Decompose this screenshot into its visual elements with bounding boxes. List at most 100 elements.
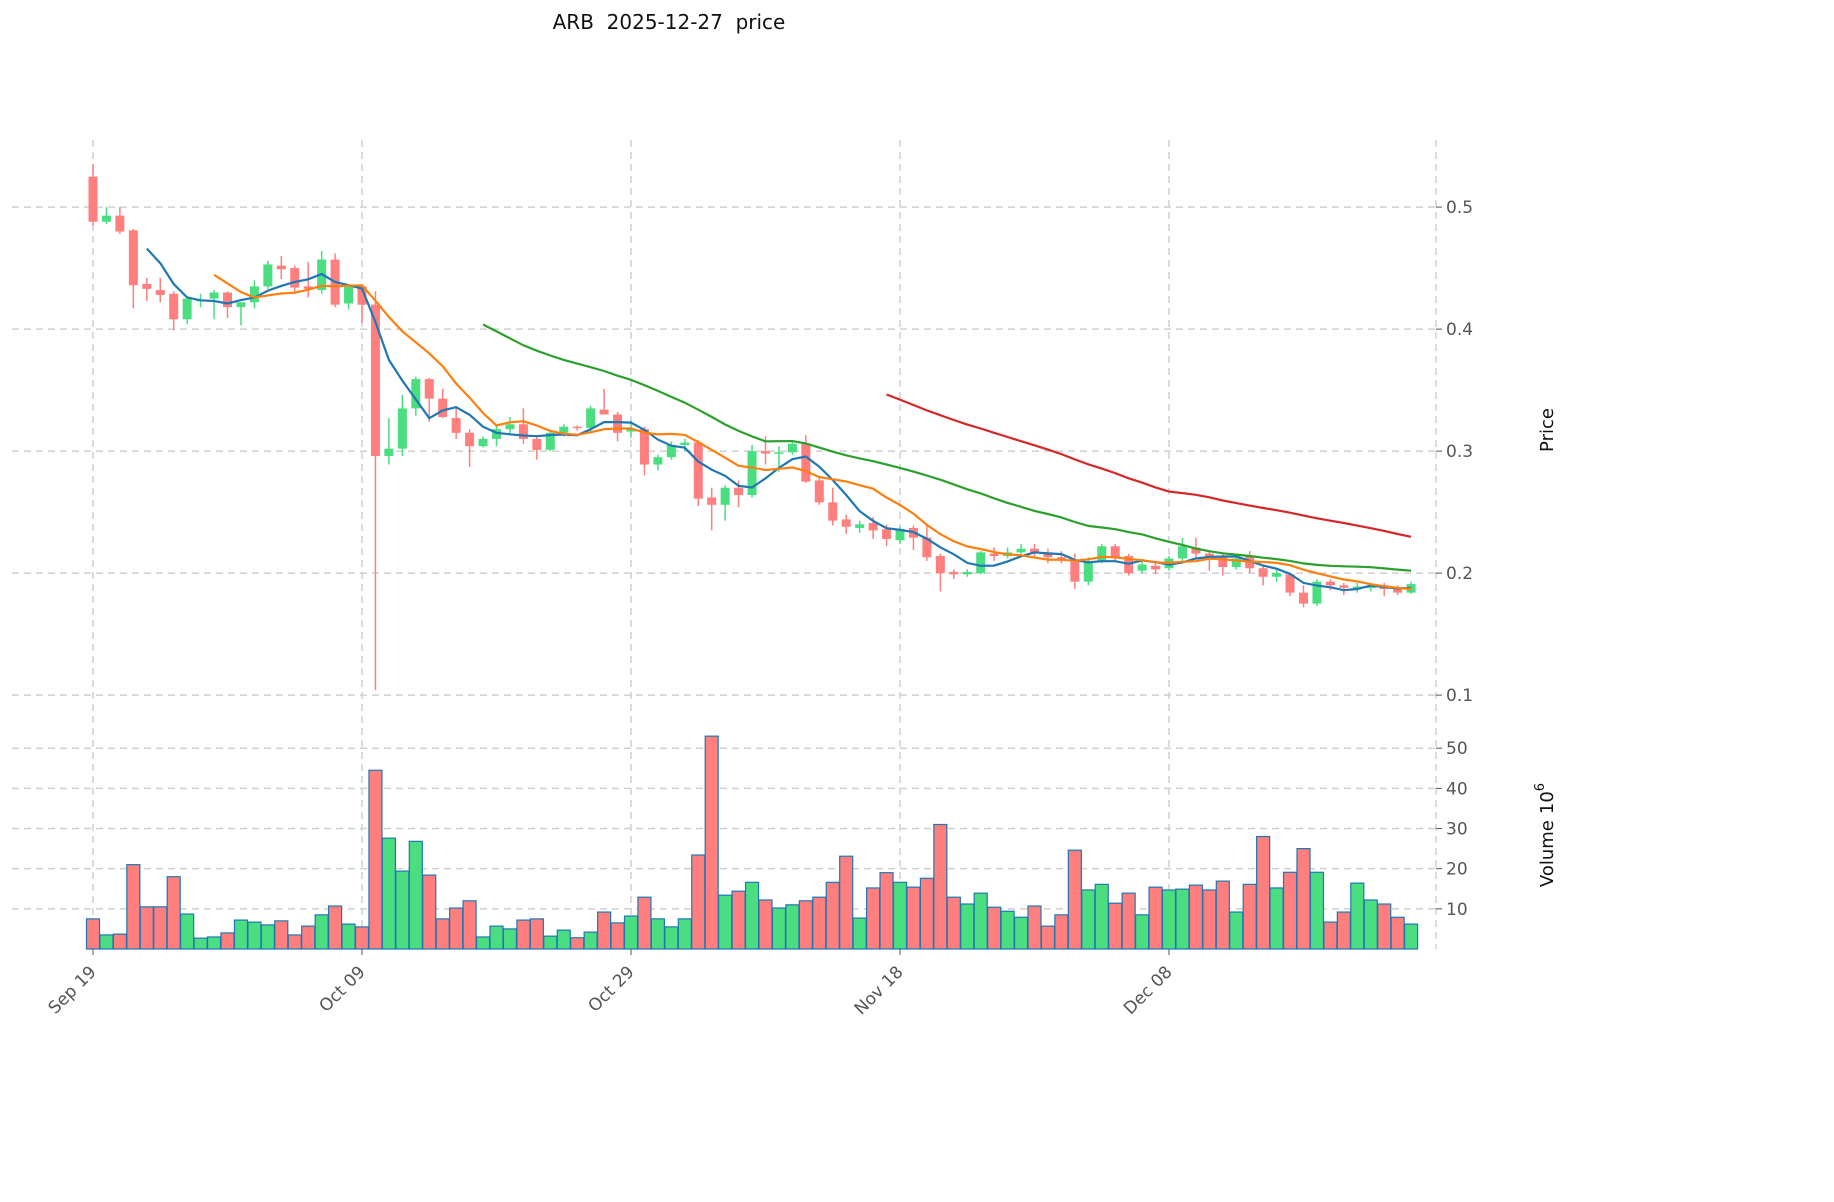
volume-bar <box>516 919 531 950</box>
volume-bar <box>731 890 746 950</box>
candle-up <box>209 292 219 299</box>
candle-down <box>370 304 380 456</box>
candle-up <box>249 286 259 303</box>
volume-bar <box>960 903 975 950</box>
candle-down <box>1393 587 1403 593</box>
candle-up <box>182 298 192 320</box>
volume-bar <box>1027 905 1042 950</box>
candle-down <box>814 480 824 503</box>
volume-bar <box>1282 871 1298 950</box>
volume-bar <box>718 894 733 950</box>
candle-up <box>720 487 730 505</box>
volume-bar <box>1256 835 1271 950</box>
candle-down <box>424 379 434 399</box>
candle-down <box>882 529 892 539</box>
price-tick-label: 0.3 <box>1446 442 1473 462</box>
candle-up <box>586 408 596 428</box>
volume-bar <box>502 928 518 950</box>
candle-down <box>1299 592 1308 604</box>
candle-down <box>451 418 461 433</box>
candle-down <box>1325 581 1335 586</box>
volume-bar <box>449 907 464 950</box>
candle-down <box>518 424 528 439</box>
volume-bar <box>529 918 544 950</box>
candle-down <box>1110 546 1120 558</box>
candle-down <box>142 283 152 289</box>
volume-bar <box>623 915 639 950</box>
volume-bar <box>328 905 343 950</box>
volume-bar <box>583 931 598 950</box>
candle-up <box>1083 560 1093 582</box>
volume-axis-base: 10 <box>1537 791 1558 814</box>
candle-down <box>1070 559 1080 582</box>
candle-up <box>1231 558 1241 568</box>
volume-bar <box>879 872 894 950</box>
volume-bar <box>1067 849 1082 950</box>
x-tick-label: Oct 09 <box>315 962 369 1016</box>
volume-bar <box>1336 911 1351 950</box>
volume-bar <box>1323 921 1338 950</box>
candle-up <box>411 379 421 409</box>
candle-down <box>599 409 609 415</box>
volume-bar <box>543 935 558 950</box>
volume-bar <box>193 937 208 950</box>
volume-bar <box>1188 884 1204 950</box>
volume-bar <box>1363 899 1378 950</box>
candle-up <box>1016 548 1026 553</box>
volume-bar <box>987 906 1002 950</box>
candle-down <box>115 215 125 232</box>
candle-down <box>1056 557 1066 560</box>
volume-bar <box>650 918 666 950</box>
volume-bar <box>381 837 396 950</box>
candle-down <box>989 553 999 557</box>
volume-bar <box>865 887 881 950</box>
volume-bar <box>314 914 329 950</box>
candle-up <box>505 424 515 430</box>
candle-up <box>478 438 488 447</box>
volume-bar <box>354 926 370 950</box>
volume-bar <box>341 923 356 950</box>
candle-down <box>276 265 286 270</box>
volume-bar <box>596 911 612 950</box>
candle-down <box>1285 574 1295 593</box>
volume-tick-label: 50 <box>1446 739 1468 759</box>
x-tick-label: Dec 08 <box>1120 962 1177 1019</box>
candle-down <box>693 442 703 499</box>
candle-down <box>1191 547 1201 554</box>
volume-bar <box>825 881 840 950</box>
price-axis-label: Price <box>1537 408 1558 452</box>
price-tick-label: 0.2 <box>1446 564 1473 584</box>
volume-bar <box>139 906 154 950</box>
candle-up <box>1366 586 1376 589</box>
volume-bar <box>233 919 249 950</box>
volume-bar <box>260 924 275 950</box>
candle-up <box>101 215 111 222</box>
candle-down <box>801 443 811 482</box>
candle-down <box>935 556 945 574</box>
volume-bar <box>1134 914 1150 950</box>
volume-bar <box>274 920 289 950</box>
candle-down <box>1218 557 1228 568</box>
volume-bar <box>395 870 410 950</box>
volume-bar <box>1296 847 1311 950</box>
volume-bar <box>1377 903 1392 950</box>
candle-down <box>169 293 179 320</box>
volume-bar <box>704 735 719 950</box>
volume-bars <box>85 735 1419 950</box>
candle-up <box>236 302 246 308</box>
volume-bar <box>1040 925 1056 950</box>
candle-down <box>1151 565 1161 570</box>
candle-down <box>1030 548 1039 553</box>
volume-bar <box>475 936 491 950</box>
candle-up <box>545 432 555 450</box>
volume-bar <box>1390 916 1405 950</box>
volume-bar <box>435 918 450 950</box>
volume-bar <box>1269 887 1284 950</box>
candle-up <box>680 442 690 446</box>
volume-bar <box>637 896 652 950</box>
candle-up <box>666 445 676 458</box>
candle-up <box>653 457 663 465</box>
volume-bar <box>919 877 935 950</box>
candle-down <box>155 290 165 295</box>
candle-down <box>532 438 542 450</box>
